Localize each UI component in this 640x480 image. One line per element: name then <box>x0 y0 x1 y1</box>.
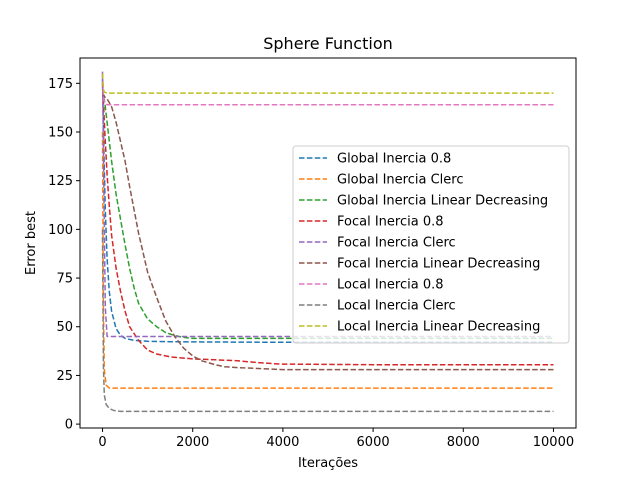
series-line-5 <box>101 71 554 338</box>
y-tick-label: 50 <box>56 320 73 335</box>
y-tick-label: 75 <box>56 272 73 287</box>
plot-area <box>101 71 554 413</box>
y-axis-label: Error best <box>24 211 39 275</box>
x-axis: 0 2000 4000 6000 8000 10000 <box>98 428 574 450</box>
legend-box <box>292 145 570 344</box>
y-tick-label: 175 <box>48 77 73 92</box>
legend-label-2: Global Inercia Clerc <box>337 173 463 188</box>
series-line-2 <box>101 131 554 389</box>
series-line-8 <box>101 229 554 413</box>
y-axis: 0 25 50 75 100 125 150 175 <box>48 77 80 433</box>
legend-label-8: Local Inercia Clerc <box>337 299 456 314</box>
y-tick-label: 125 <box>48 174 73 189</box>
series-line-9 <box>101 73 554 94</box>
legend-label-4: Focal Inercia 0.8 <box>337 215 444 230</box>
y-tick-label: 100 <box>48 223 73 238</box>
y-tick-label: 150 <box>48 126 73 141</box>
x-tick-label: 6000 <box>357 435 390 450</box>
legend-label-5: Focal Inercia Clerc <box>337 236 456 251</box>
y-tick-label: 0 <box>65 418 73 433</box>
x-tick-label: 8000 <box>447 435 480 450</box>
x-tick-label: 2000 <box>176 435 209 450</box>
x-tick-label: 10000 <box>533 435 574 450</box>
axes-frame <box>79 57 577 429</box>
chart-title: Sphere Function <box>263 34 393 53</box>
legend: Global Inercia 0.8 Global Inercia Clerc Gl… <box>292 145 570 344</box>
legend-label-6: Focal Inercia Linear Decreasing <box>337 257 540 272</box>
legend-label-9: Local Inercia Linear Decreasing <box>337 320 540 335</box>
legend-label-3: Global Inercia Linear Decreasing <box>337 194 548 209</box>
x-tick-label: 0 <box>98 435 106 450</box>
series-line-3 <box>101 89 554 340</box>
legend-label-7: Local Inercia 0.8 <box>337 278 444 293</box>
x-tick-label: 4000 <box>266 435 299 450</box>
x-axis-label: Iterações <box>298 456 358 471</box>
series-line-4 <box>101 83 554 366</box>
legend-label-1: Global Inercia 0.8 <box>337 152 451 167</box>
y-tick-label: 25 <box>56 369 73 384</box>
series-line-7 <box>101 73 554 106</box>
series-line-6 <box>101 92 554 371</box>
